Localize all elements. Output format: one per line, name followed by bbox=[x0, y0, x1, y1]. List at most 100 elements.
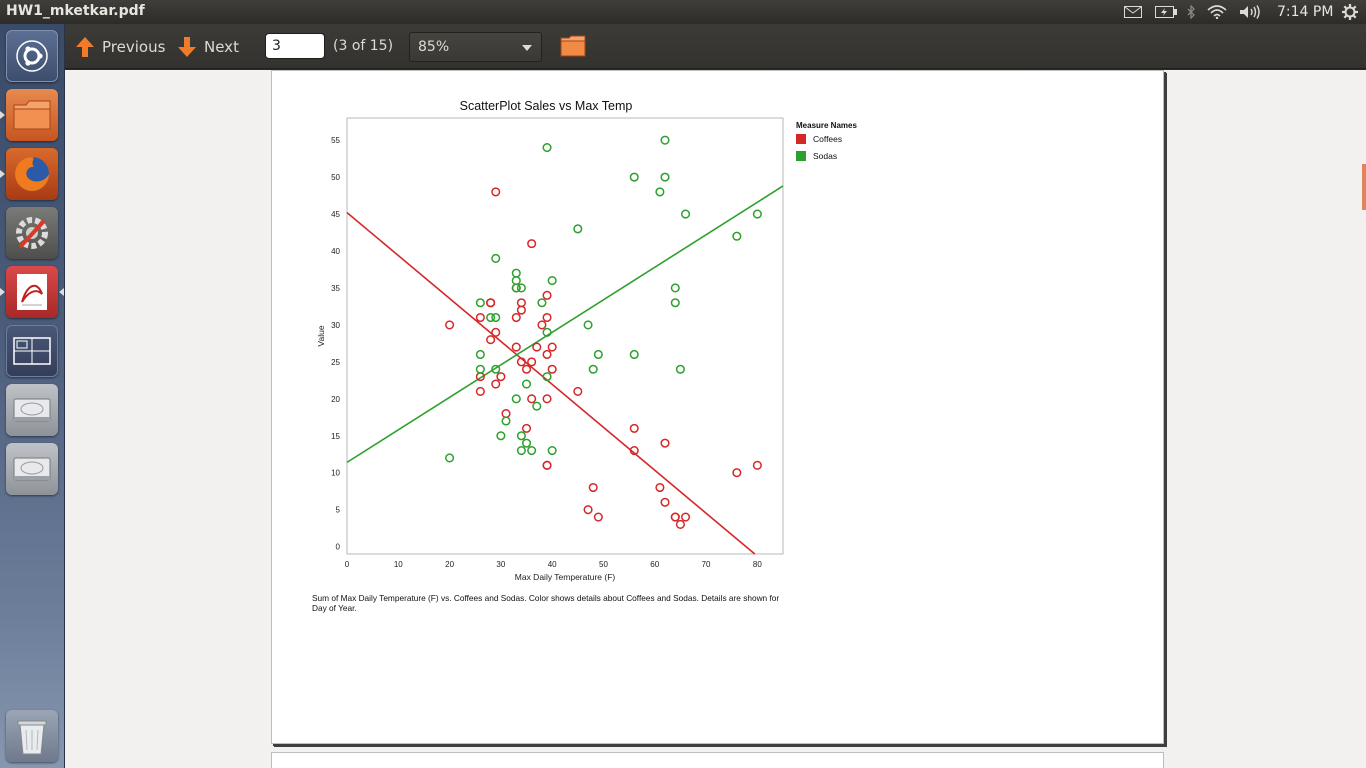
open-folder-button[interactable] bbox=[560, 35, 586, 61]
data-point bbox=[486, 312, 496, 323]
data-point bbox=[532, 342, 542, 352]
data-point bbox=[445, 320, 455, 330]
data-point bbox=[527, 239, 537, 249]
data-point bbox=[521, 423, 532, 433]
next-button[interactable]: Next bbox=[177, 33, 239, 61]
data-point bbox=[547, 342, 557, 352]
data-point bbox=[516, 445, 526, 456]
y-tick-label: 10 bbox=[331, 469, 340, 478]
data-point bbox=[491, 364, 501, 374]
top-panel: HW1_mketkar.pdf 7:14 PM bbox=[0, 0, 1366, 24]
next-label: Next bbox=[204, 38, 239, 56]
data-point bbox=[537, 320, 547, 330]
data-point bbox=[516, 357, 526, 367]
data-point bbox=[629, 445, 639, 456]
document-area[interactable]: ScatterPlot Sales vs Max Temp 0 5 10 15 20 25… bbox=[65, 70, 1366, 768]
chevron-down-icon bbox=[522, 45, 532, 51]
data-point bbox=[542, 349, 552, 360]
previous-label: Previous bbox=[102, 38, 166, 56]
data-point bbox=[660, 135, 670, 145]
data-point bbox=[486, 335, 496, 345]
window-title: HW1_mketkar.pdf bbox=[6, 3, 145, 19]
y-tick-label: 15 bbox=[331, 432, 340, 441]
scroll-position-indicator[interactable] bbox=[1362, 164, 1366, 210]
x-tick-label: 20 bbox=[445, 560, 454, 569]
running-indicator bbox=[0, 170, 5, 178]
system-settings-icon[interactable] bbox=[6, 207, 58, 259]
data-point bbox=[670, 283, 680, 293]
y-tick-label: 30 bbox=[331, 321, 340, 330]
page-count: (3 of 15) bbox=[333, 38, 394, 54]
legend-label-sodas: Sodas bbox=[813, 151, 837, 161]
data-point bbox=[542, 290, 552, 300]
drive-icon[interactable] bbox=[6, 384, 58, 436]
data-point bbox=[593, 512, 603, 522]
legend-swatch-coffees bbox=[796, 134, 806, 144]
trash-icon[interactable] bbox=[6, 710, 58, 762]
data-point bbox=[732, 231, 742, 241]
y-tick-label: 35 bbox=[331, 284, 340, 293]
data-point bbox=[521, 438, 532, 448]
data-point bbox=[475, 298, 485, 308]
data-point bbox=[588, 482, 598, 493]
data-point bbox=[527, 357, 537, 367]
y-tick-label: 45 bbox=[331, 210, 340, 219]
trend-lines bbox=[346, 185, 784, 555]
files-icon[interactable] bbox=[6, 89, 58, 141]
next-pdf-page bbox=[271, 752, 1164, 768]
data-point bbox=[542, 143, 552, 153]
data-point bbox=[542, 394, 552, 404]
data-point bbox=[516, 283, 526, 293]
data-point bbox=[516, 298, 526, 308]
x-axis-label: Max Daily Temperature (F) bbox=[515, 572, 616, 582]
y-axis-label: Value bbox=[316, 325, 326, 346]
previous-button[interactable]: Previous bbox=[75, 33, 165, 61]
drive-icon[interactable] bbox=[6, 443, 58, 495]
data-point bbox=[491, 187, 501, 197]
data-point bbox=[670, 512, 680, 522]
data-point bbox=[491, 253, 501, 263]
data-point bbox=[516, 305, 526, 315]
data-point bbox=[655, 482, 665, 493]
data-point bbox=[583, 320, 593, 330]
data-point bbox=[675, 364, 685, 374]
data-point bbox=[475, 312, 485, 323]
data-point bbox=[655, 187, 665, 197]
mail-icon[interactable] bbox=[1123, 0, 1143, 24]
workspace-switcher-icon[interactable] bbox=[6, 325, 58, 377]
document-viewer-icon[interactable] bbox=[6, 266, 58, 318]
y-tick-label: 55 bbox=[331, 136, 340, 145]
data-point bbox=[516, 431, 526, 441]
battery-icon[interactable] bbox=[1154, 0, 1178, 24]
folder-icon bbox=[560, 35, 586, 57]
data-point bbox=[475, 364, 485, 374]
data-point bbox=[629, 172, 639, 182]
data-point bbox=[521, 379, 532, 389]
y-tick-label: 5 bbox=[336, 506, 341, 515]
running-indicator bbox=[0, 111, 5, 119]
page-number-input[interactable] bbox=[265, 33, 325, 59]
data-point bbox=[588, 364, 598, 374]
data-point bbox=[675, 519, 685, 529]
gear-icon[interactable] bbox=[1340, 0, 1360, 24]
clock[interactable]: 7:14 PM bbox=[1277, 4, 1334, 20]
ubuntu-dash-icon[interactable] bbox=[6, 30, 58, 82]
wifi-icon[interactable] bbox=[1206, 0, 1228, 24]
trend-line bbox=[346, 211, 756, 555]
data-point bbox=[511, 312, 521, 323]
volume-icon[interactable] bbox=[1238, 0, 1262, 24]
bluetooth-icon[interactable] bbox=[1184, 0, 1198, 24]
x-axis: 0 10 20 30 40 50 60 70 80 bbox=[345, 560, 763, 569]
data-point bbox=[527, 445, 537, 456]
data-point bbox=[486, 298, 496, 308]
data-point bbox=[583, 505, 593, 515]
data-point bbox=[537, 298, 547, 308]
data-point bbox=[496, 372, 506, 382]
data-point bbox=[547, 276, 557, 286]
data-point bbox=[491, 312, 501, 323]
data-point bbox=[629, 423, 639, 433]
firefox-icon[interactable] bbox=[6, 148, 58, 200]
zoom-select[interactable]: 85% bbox=[409, 32, 542, 62]
chart-caption: Sum of Max Daily Temperature (F) vs. Cof… bbox=[312, 593, 780, 613]
launcher bbox=[0, 24, 65, 768]
